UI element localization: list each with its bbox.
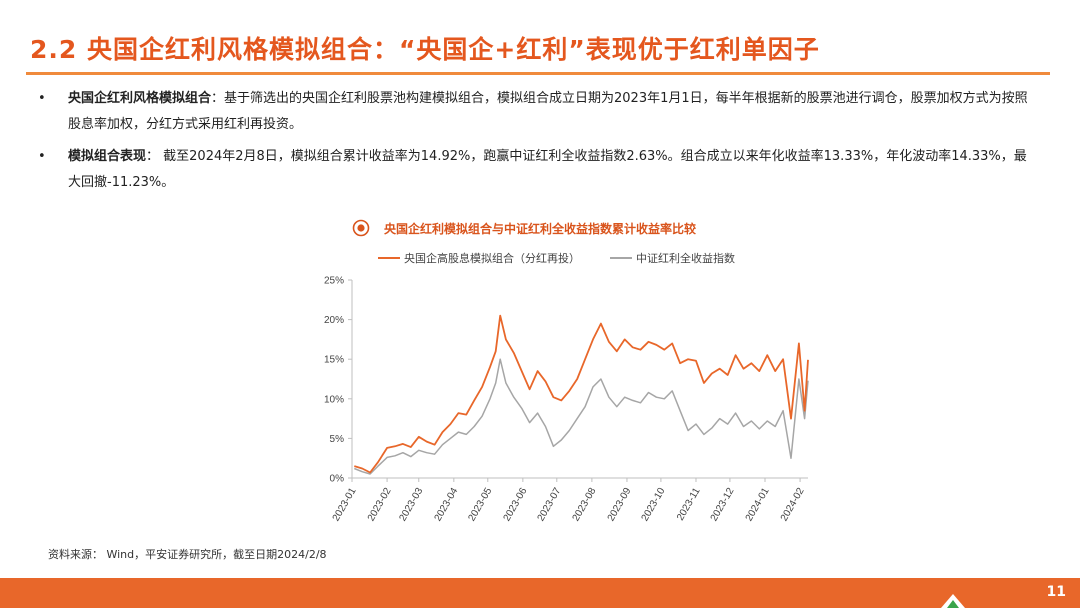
page-number: 11 (1046, 584, 1066, 600)
y-tick-label: 25% (324, 276, 344, 287)
bullet-lead: 央国企红利风格模拟组合 (68, 91, 212, 106)
x-tick-label: 2023-11 (675, 486, 703, 523)
bullet-list: • 央国企红利风格模拟组合：基于筛选出的央国企红利股票池构建模拟组合，模拟组合成… (38, 86, 1038, 202)
series-line-portfolio (354, 314, 809, 474)
x-tick-label: 2023-04 (433, 486, 461, 524)
x-tick-label: 2023-05 (467, 486, 495, 524)
x-tick-label: 2023-08 (571, 486, 599, 524)
legend-item-index: 中证红利全收益指数 (610, 250, 735, 266)
x-tick-label: 2023-09 (606, 486, 634, 524)
x-tick-label: 2024-02 (779, 486, 807, 524)
chart-legend: 央国企高股息模拟组合（分红再投） 中证红利全收益指数 (378, 250, 765, 266)
legend-swatch-index (610, 257, 632, 259)
x-tick-label: 2023-10 (640, 486, 668, 524)
x-tick-label: 2023-02 (366, 486, 394, 524)
legend-label-index: 中证红利全收益指数 (636, 252, 735, 265)
target-icon (352, 219, 370, 237)
x-tick-label: 2023-12 (709, 486, 737, 524)
y-tick-label: 10% (324, 394, 344, 405)
bullet-text: ：基于筛选出的央国企红利股票池构建模拟组合，模拟组合成立日期为2023年1月1日… (68, 91, 1028, 132)
x-tick-label: 2023-01 (331, 486, 359, 524)
bullet-text: ： 截至2024年2月8日，模拟组合累计收益率为14.92%，跑赢中证红利全收益… (68, 149, 1027, 190)
x-tick-label: 2023-07 (536, 486, 564, 524)
legend-item-portfolio: 央国企高股息模拟组合（分红再投） (378, 250, 580, 266)
x-tick-label: 2024-01 (744, 486, 772, 524)
x-tick-label: 2023-06 (502, 486, 530, 524)
cumulative-return-line-chart: 0% 5% 10% 15% 20% 25% 2023-01 2023-02 2023-03 202… (324, 276, 809, 524)
chart-title: 央国企红利模拟组合与中证红利全收益指数累计收益率比较 (384, 221, 697, 236)
series-line-index (354, 358, 809, 475)
y-tick-label: 0% (330, 474, 345, 485)
title-divider (26, 72, 1050, 75)
bullet-dot: • (38, 91, 46, 106)
x-tick-label: 2023-03 (397, 486, 425, 524)
y-tick-label: 15% (324, 355, 344, 366)
legend-swatch-portfolio (378, 257, 400, 259)
page-title: 2.2 央国企红利风格模拟组合：“央国企+红利”表现优于红利单因子 (30, 35, 820, 64)
legend-label-portfolio: 央国企高股息模拟组合（分红再投） (404, 252, 580, 265)
bullet-portfolio-definition: • 央国企红利风格模拟组合：基于筛选出的央国企红利股票池构建模拟组合，模拟组合成… (38, 86, 1038, 138)
data-source-note: 资料来源： Wind，平安证券研究所，截至日期2024/2/8 (48, 548, 327, 561)
company-logo-icon (941, 594, 965, 608)
chart-title-row: 央国企红利模拟组合与中证红利全收益指数累计收益率比较 (352, 219, 696, 237)
bullet-portfolio-performance: • 模拟组合表现： 截至2024年2月8日，模拟组合累计收益率为14.92%，跑… (38, 144, 1038, 196)
footer-bar: 11 (0, 578, 1080, 608)
bullet-lead: 模拟组合表现 (68, 149, 147, 164)
y-tick-label: 20% (324, 315, 344, 326)
bullet-dot: • (38, 149, 46, 164)
y-tick-label: 5% (330, 434, 345, 445)
